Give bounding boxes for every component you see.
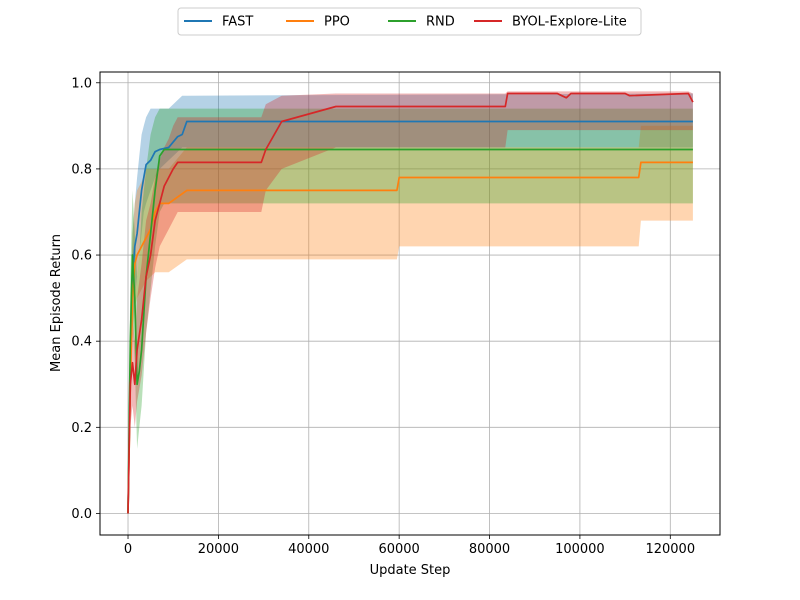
- byol-explore-lite-band: [128, 91, 693, 514]
- x-tick-label: 40000: [288, 542, 329, 557]
- x-tick-label: 20000: [198, 542, 239, 557]
- fast-legend-label: FAST: [222, 15, 253, 30]
- plot-frame: [99, 71, 721, 536]
- fast-band: [128, 93, 693, 514]
- ppo-band: [128, 125, 693, 514]
- rnd-legend-label: RND: [426, 15, 455, 30]
- y-tick-label: 0.2: [71, 421, 92, 436]
- x-tick-label: 0: [124, 542, 132, 557]
- byol-explore-lite-legend-label: BYOL-Explore-Lite: [512, 15, 627, 30]
- fast-line: [127, 120, 693, 514]
- ppo-legend-label: PPO: [324, 15, 350, 30]
- x-tick-label: 100000: [555, 542, 605, 557]
- x-tick-label: 60000: [378, 542, 419, 557]
- plot-area: [99, 71, 721, 536]
- y-tick-label: 0.0: [71, 507, 92, 522]
- series-lines: [127, 92, 694, 514]
- y-tick-label: 1.0: [71, 76, 92, 91]
- ppo-line: [127, 161, 693, 514]
- rnd-line: [127, 148, 693, 514]
- legend: FAST PPO RND BYOL-Explore-Lite: [177, 7, 642, 36]
- y-tick-label: 0.8: [71, 162, 92, 177]
- y-tick-label: 0.4: [71, 335, 92, 350]
- x-tick-label: 120000: [645, 542, 695, 557]
- y-tick-label: 0.6: [71, 249, 92, 264]
- x-axis-label: Update Step: [370, 563, 451, 578]
- x-axis: 0 20000 40000 60000 80000 100000 120000: [124, 535, 695, 557]
- byol-explore-lite-line: [127, 92, 694, 514]
- y-axis: 0.0 0.2 0.4 0.6 0.8 1.0: [71, 76, 100, 522]
- x-tick-label: 80000: [469, 542, 510, 557]
- y-axis-label: Mean Episode Return: [49, 234, 64, 372]
